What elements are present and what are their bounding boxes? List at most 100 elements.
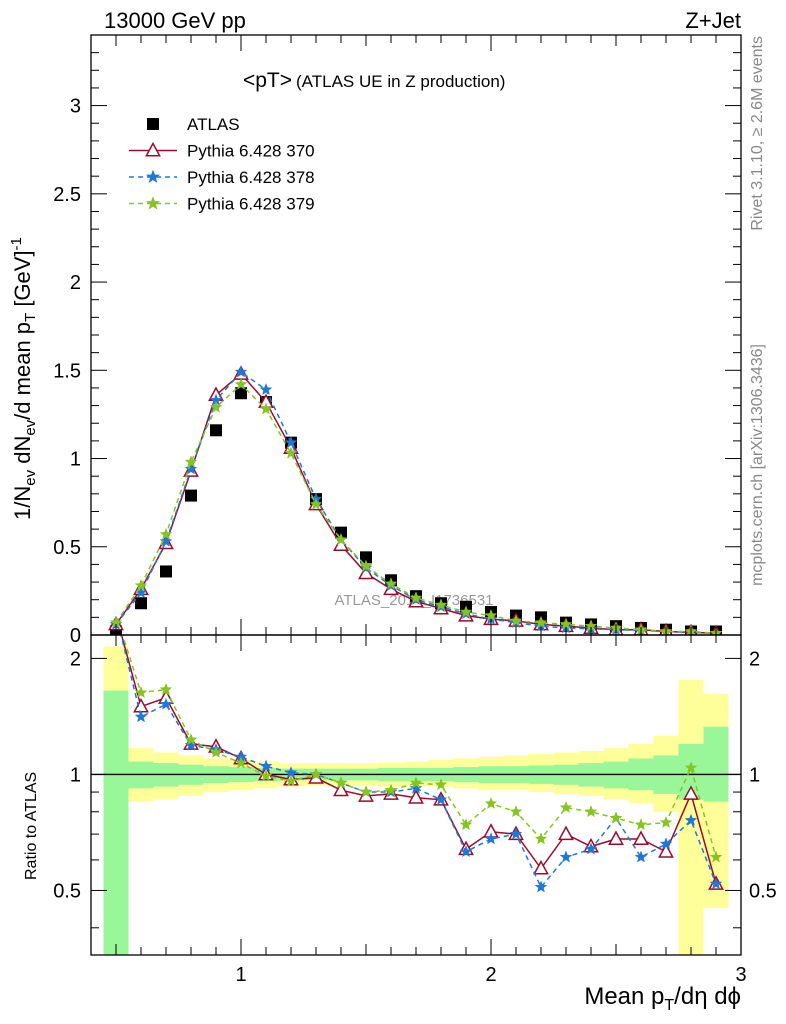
- main-panel-series: [108, 365, 723, 635]
- ratio-y-tick-label: 0.5: [53, 880, 81, 902]
- main-y-tick-label: 2.5: [53, 184, 81, 206]
- legend-label: Pythia 6.428 378: [187, 168, 315, 187]
- series-point-p379: [259, 402, 273, 415]
- series-point-p379: [484, 608, 498, 622]
- x-tick-label: 3: [735, 964, 746, 986]
- series-point-p378: [134, 710, 148, 723]
- atlas-data-point: [135, 597, 147, 610]
- series-point-p379: [509, 805, 523, 818]
- series-point-p379: [409, 591, 423, 604]
- series-point-p379: [159, 527, 173, 540]
- series-point-p379: [684, 761, 698, 774]
- main-y-tick-label: 1: [70, 449, 81, 471]
- series-point-p378: [584, 842, 598, 855]
- series-point-p378: [559, 850, 573, 863]
- series-point-p378: [684, 813, 698, 826]
- series-point-p379: [559, 800, 573, 814]
- series-point-p378: [234, 365, 248, 378]
- series-point-p379: [359, 785, 373, 798]
- series-point-p378: [509, 827, 523, 840]
- atlas-data-point: [210, 424, 222, 437]
- series-point-p370: [608, 830, 624, 845]
- series-point-p379: [509, 614, 523, 627]
- series-point-p370: [408, 789, 424, 804]
- atlas-data-point: [160, 565, 172, 578]
- series-point-p378: [159, 534, 173, 547]
- band-inner-bin: [103, 690, 129, 955]
- series-point-p379: [459, 818, 473, 831]
- x-tick-label: 1: [235, 964, 246, 986]
- series-point-p379: [284, 446, 298, 459]
- legend-marker: [145, 196, 161, 210]
- series-point-p379: [434, 598, 448, 611]
- x-axis-label: Mean pT/dη dϕ: [584, 983, 741, 1014]
- series-point-p370: [333, 781, 349, 797]
- series-point-p379: [384, 783, 398, 796]
- x-tick-label: 2: [485, 964, 496, 986]
- series-point-p379: [259, 769, 273, 782]
- svg-text:Mean pT/dη dϕ: Mean pT/dη dϕ: [584, 983, 741, 1014]
- series-point-p370: [358, 787, 374, 802]
- series-point-p379: [709, 850, 723, 863]
- plot-title-main: <pT>: [243, 69, 292, 92]
- series-point-p378: [534, 880, 548, 893]
- series-point-p379: [134, 578, 148, 592]
- series-point-p379: [184, 733, 198, 746]
- main-y-tick-label: 0: [70, 625, 81, 647]
- series-point-p378: [259, 759, 273, 772]
- series-point-p379: [209, 400, 223, 413]
- ratio-y-tick-label: 2: [70, 648, 81, 670]
- series-point-p379: [334, 532, 348, 546]
- axis-tick-labels: 0 0.5 1 1.5 2 2.5 3 1 2 3 0.5 0.5 1 1 2 2: [53, 96, 777, 986]
- series-point-p378: [659, 837, 673, 850]
- atlas-data-point: [235, 387, 247, 400]
- series-point-p379: [209, 745, 223, 758]
- ratio-panel-series: [120, 635, 724, 893]
- series-point-p379: [134, 685, 148, 699]
- atlas-data-point: [360, 551, 372, 564]
- series-point-p379: [309, 767, 323, 780]
- series-point-p379: [359, 559, 373, 572]
- series-point-p378: [459, 845, 473, 858]
- main-y-tick-label: 2: [70, 272, 81, 294]
- legend-marker: [145, 141, 161, 157]
- series-point-p379: [459, 605, 473, 618]
- mcplots-label: mcplots.cern.ch [arXiv:1306.3436]: [749, 344, 766, 586]
- series-point-p379: [584, 805, 598, 818]
- series-point-p378: [159, 697, 173, 710]
- series-line-p379: [121, 635, 717, 858]
- series-point-p370: [658, 843, 674, 858]
- series-point-p370: [558, 825, 574, 841]
- main-y-axis-label: 1/Nev dNev/d mean pT [GeV]-1: [8, 237, 39, 520]
- series-point-p378: [709, 877, 723, 890]
- series-point-p370: [683, 785, 699, 800]
- axis-ticks: [90, 34, 742, 955]
- series-point-p379: [284, 774, 298, 787]
- band-inner-bin: [703, 726, 729, 802]
- series-point-p379: [409, 776, 423, 789]
- series-point-p370: [533, 859, 549, 875]
- series-point-p379: [234, 377, 248, 390]
- series-point-p379: [384, 577, 398, 590]
- series-point-p379: [534, 615, 548, 629]
- series-point-p379: [159, 682, 173, 696]
- legend-marker: [145, 169, 161, 184]
- series-point-p379: [659, 815, 673, 829]
- ratio-y-axis-label: Ratio to ATLAS: [23, 772, 40, 880]
- series-point-p379: [184, 455, 198, 468]
- series-point-p378: [409, 781, 423, 794]
- series-point-p379: [634, 818, 648, 831]
- series-point-p379: [234, 756, 248, 769]
- series-point-p378: [634, 850, 648, 863]
- header-process-label: Z+Jet: [685, 8, 741, 33]
- series-point-p379: [534, 832, 548, 845]
- atlas-data-point: [185, 489, 197, 502]
- series-point-p379: [334, 776, 348, 789]
- series-point-p379: [309, 497, 323, 510]
- ratio-y-tick-label-right: 2: [749, 648, 760, 670]
- legend: ATLAS Pythia 6.428 370 Pythia 6.428 378 Pyt…: [129, 115, 315, 214]
- legend-marker-atlas: [147, 118, 159, 130]
- main-y-tick-label: 0.5: [53, 537, 81, 559]
- main-y-tick-label: 1.5: [53, 360, 81, 382]
